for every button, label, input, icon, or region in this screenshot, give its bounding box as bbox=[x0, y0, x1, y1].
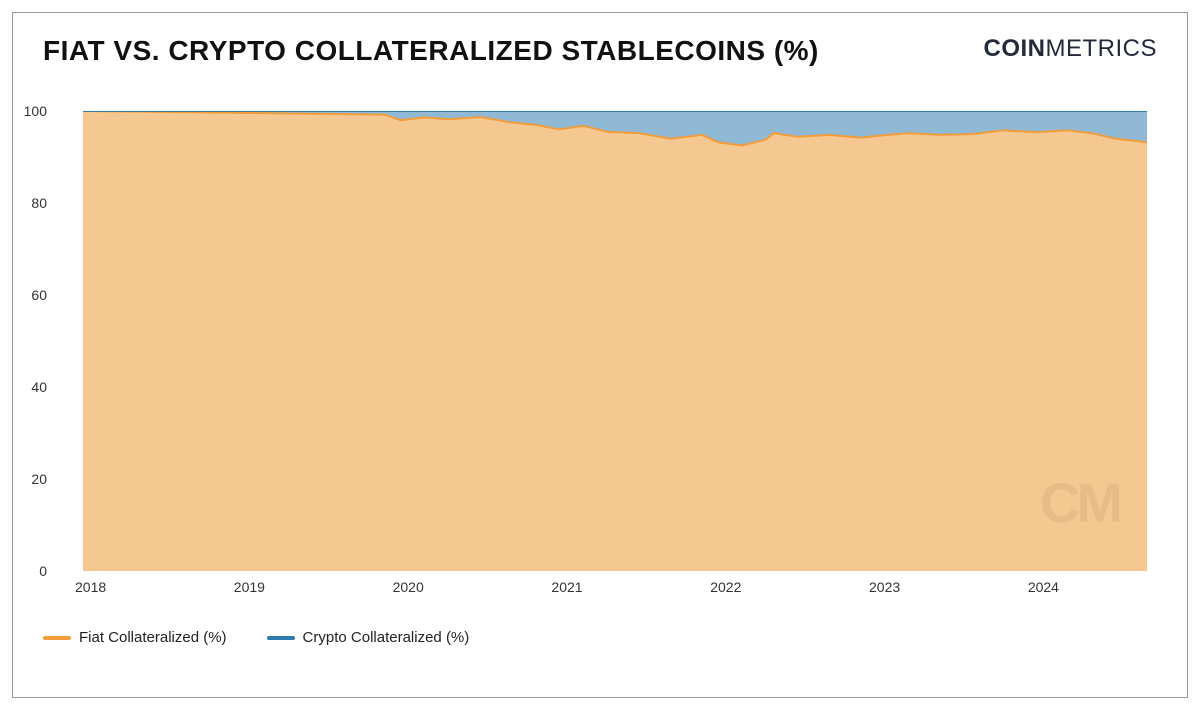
x-tick-label: 2021 bbox=[551, 579, 582, 595]
legend-swatch bbox=[43, 636, 71, 640]
y-tick-label: 40 bbox=[31, 379, 47, 395]
chart-area: 020406080100 CM 201820192020202120222023… bbox=[83, 111, 1147, 603]
brand-bold: COIN bbox=[984, 35, 1046, 62]
legend-item-fiat: Fiat Collateralized (%) bbox=[43, 629, 227, 646]
header: FIAT VS. CRYPTO COLLATERALIZED STABLECOI… bbox=[43, 35, 1157, 67]
y-tick-label: 20 bbox=[31, 471, 47, 487]
y-tick-label: 100 bbox=[24, 103, 47, 119]
legend: Fiat Collateralized (%) Crypto Collatera… bbox=[43, 629, 1157, 646]
x-tick-label: 2020 bbox=[393, 579, 424, 595]
chart-card: FIAT VS. CRYPTO COLLATERALIZED STABLECOI… bbox=[12, 12, 1188, 698]
chart-title: FIAT VS. CRYPTO COLLATERALIZED STABLECOI… bbox=[43, 35, 819, 67]
y-tick-label: 80 bbox=[31, 195, 47, 211]
x-tick-label: 2019 bbox=[234, 579, 265, 595]
plot-region: 020406080100 CM bbox=[83, 111, 1147, 571]
brand-thin: METRICS bbox=[1046, 35, 1158, 62]
x-axis-labels: 2018201920202021202220232024 bbox=[83, 579, 1147, 603]
legend-label: Fiat Collateralized (%) bbox=[79, 629, 227, 646]
y-tick-label: 60 bbox=[31, 287, 47, 303]
legend-item-crypto: Crypto Collateralized (%) bbox=[267, 629, 470, 646]
stacked-area-svg bbox=[83, 111, 1147, 571]
x-tick-label: 2024 bbox=[1028, 579, 1059, 595]
brand-logo: COINMETRICS bbox=[984, 35, 1158, 63]
x-tick-label: 2018 bbox=[75, 579, 106, 595]
legend-swatch bbox=[267, 636, 295, 640]
x-tick-label: 2022 bbox=[710, 579, 741, 595]
y-tick-label: 0 bbox=[39, 563, 47, 579]
x-tick-label: 2023 bbox=[869, 579, 900, 595]
legend-label: Crypto Collateralized (%) bbox=[303, 629, 470, 646]
